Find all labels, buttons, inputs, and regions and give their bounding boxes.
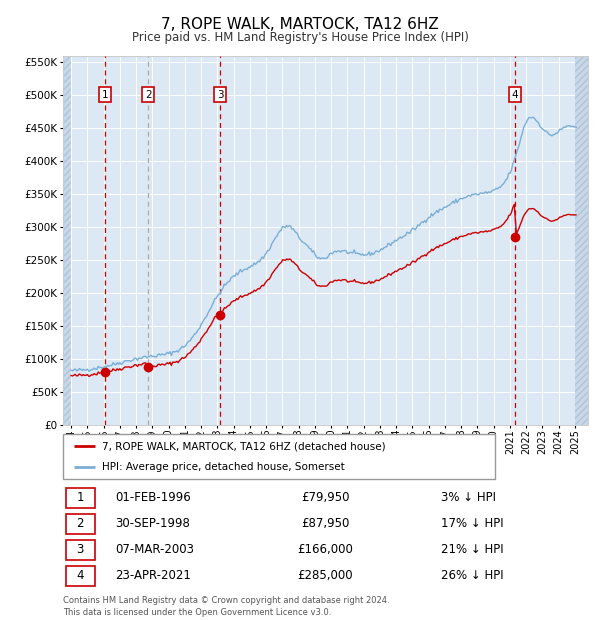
Text: 7, ROPE WALK, MARTOCK, TA12 6HZ (detached house): 7, ROPE WALK, MARTOCK, TA12 6HZ (detache… xyxy=(102,441,386,451)
Text: Contains HM Land Registry data © Crown copyright and database right 2024.
This d: Contains HM Land Registry data © Crown c… xyxy=(63,596,389,617)
Text: 30-SEP-1998: 30-SEP-1998 xyxy=(115,518,190,530)
Text: 3: 3 xyxy=(77,544,84,556)
Text: 3: 3 xyxy=(217,89,224,100)
Text: 23-APR-2021: 23-APR-2021 xyxy=(115,570,191,582)
Text: 21% ↓ HPI: 21% ↓ HPI xyxy=(441,544,503,556)
FancyBboxPatch shape xyxy=(65,566,95,586)
Text: 3% ↓ HPI: 3% ↓ HPI xyxy=(441,492,496,504)
Text: 1: 1 xyxy=(101,89,108,100)
Text: 2: 2 xyxy=(145,89,152,100)
Text: 4: 4 xyxy=(77,570,84,582)
Bar xyxy=(575,56,588,425)
Text: 26% ↓ HPI: 26% ↓ HPI xyxy=(441,570,503,582)
Text: £87,950: £87,950 xyxy=(301,518,350,530)
Text: 17% ↓ HPI: 17% ↓ HPI xyxy=(441,518,503,530)
Text: 07-MAR-2003: 07-MAR-2003 xyxy=(115,544,194,556)
FancyBboxPatch shape xyxy=(65,514,95,534)
FancyBboxPatch shape xyxy=(65,540,95,560)
Text: £166,000: £166,000 xyxy=(298,544,353,556)
Text: 1: 1 xyxy=(77,492,84,504)
Text: 01-FEB-1996: 01-FEB-1996 xyxy=(115,492,191,504)
Text: 7, ROPE WALK, MARTOCK, TA12 6HZ: 7, ROPE WALK, MARTOCK, TA12 6HZ xyxy=(161,17,439,32)
FancyBboxPatch shape xyxy=(65,488,95,508)
Text: £79,950: £79,950 xyxy=(301,492,350,504)
Text: £285,000: £285,000 xyxy=(298,570,353,582)
Bar xyxy=(63,56,71,425)
Text: HPI: Average price, detached house, Somerset: HPI: Average price, detached house, Some… xyxy=(102,461,344,472)
Text: Price paid vs. HM Land Registry's House Price Index (HPI): Price paid vs. HM Land Registry's House … xyxy=(131,31,469,44)
Text: 2: 2 xyxy=(77,518,84,530)
Text: 4: 4 xyxy=(512,89,518,100)
